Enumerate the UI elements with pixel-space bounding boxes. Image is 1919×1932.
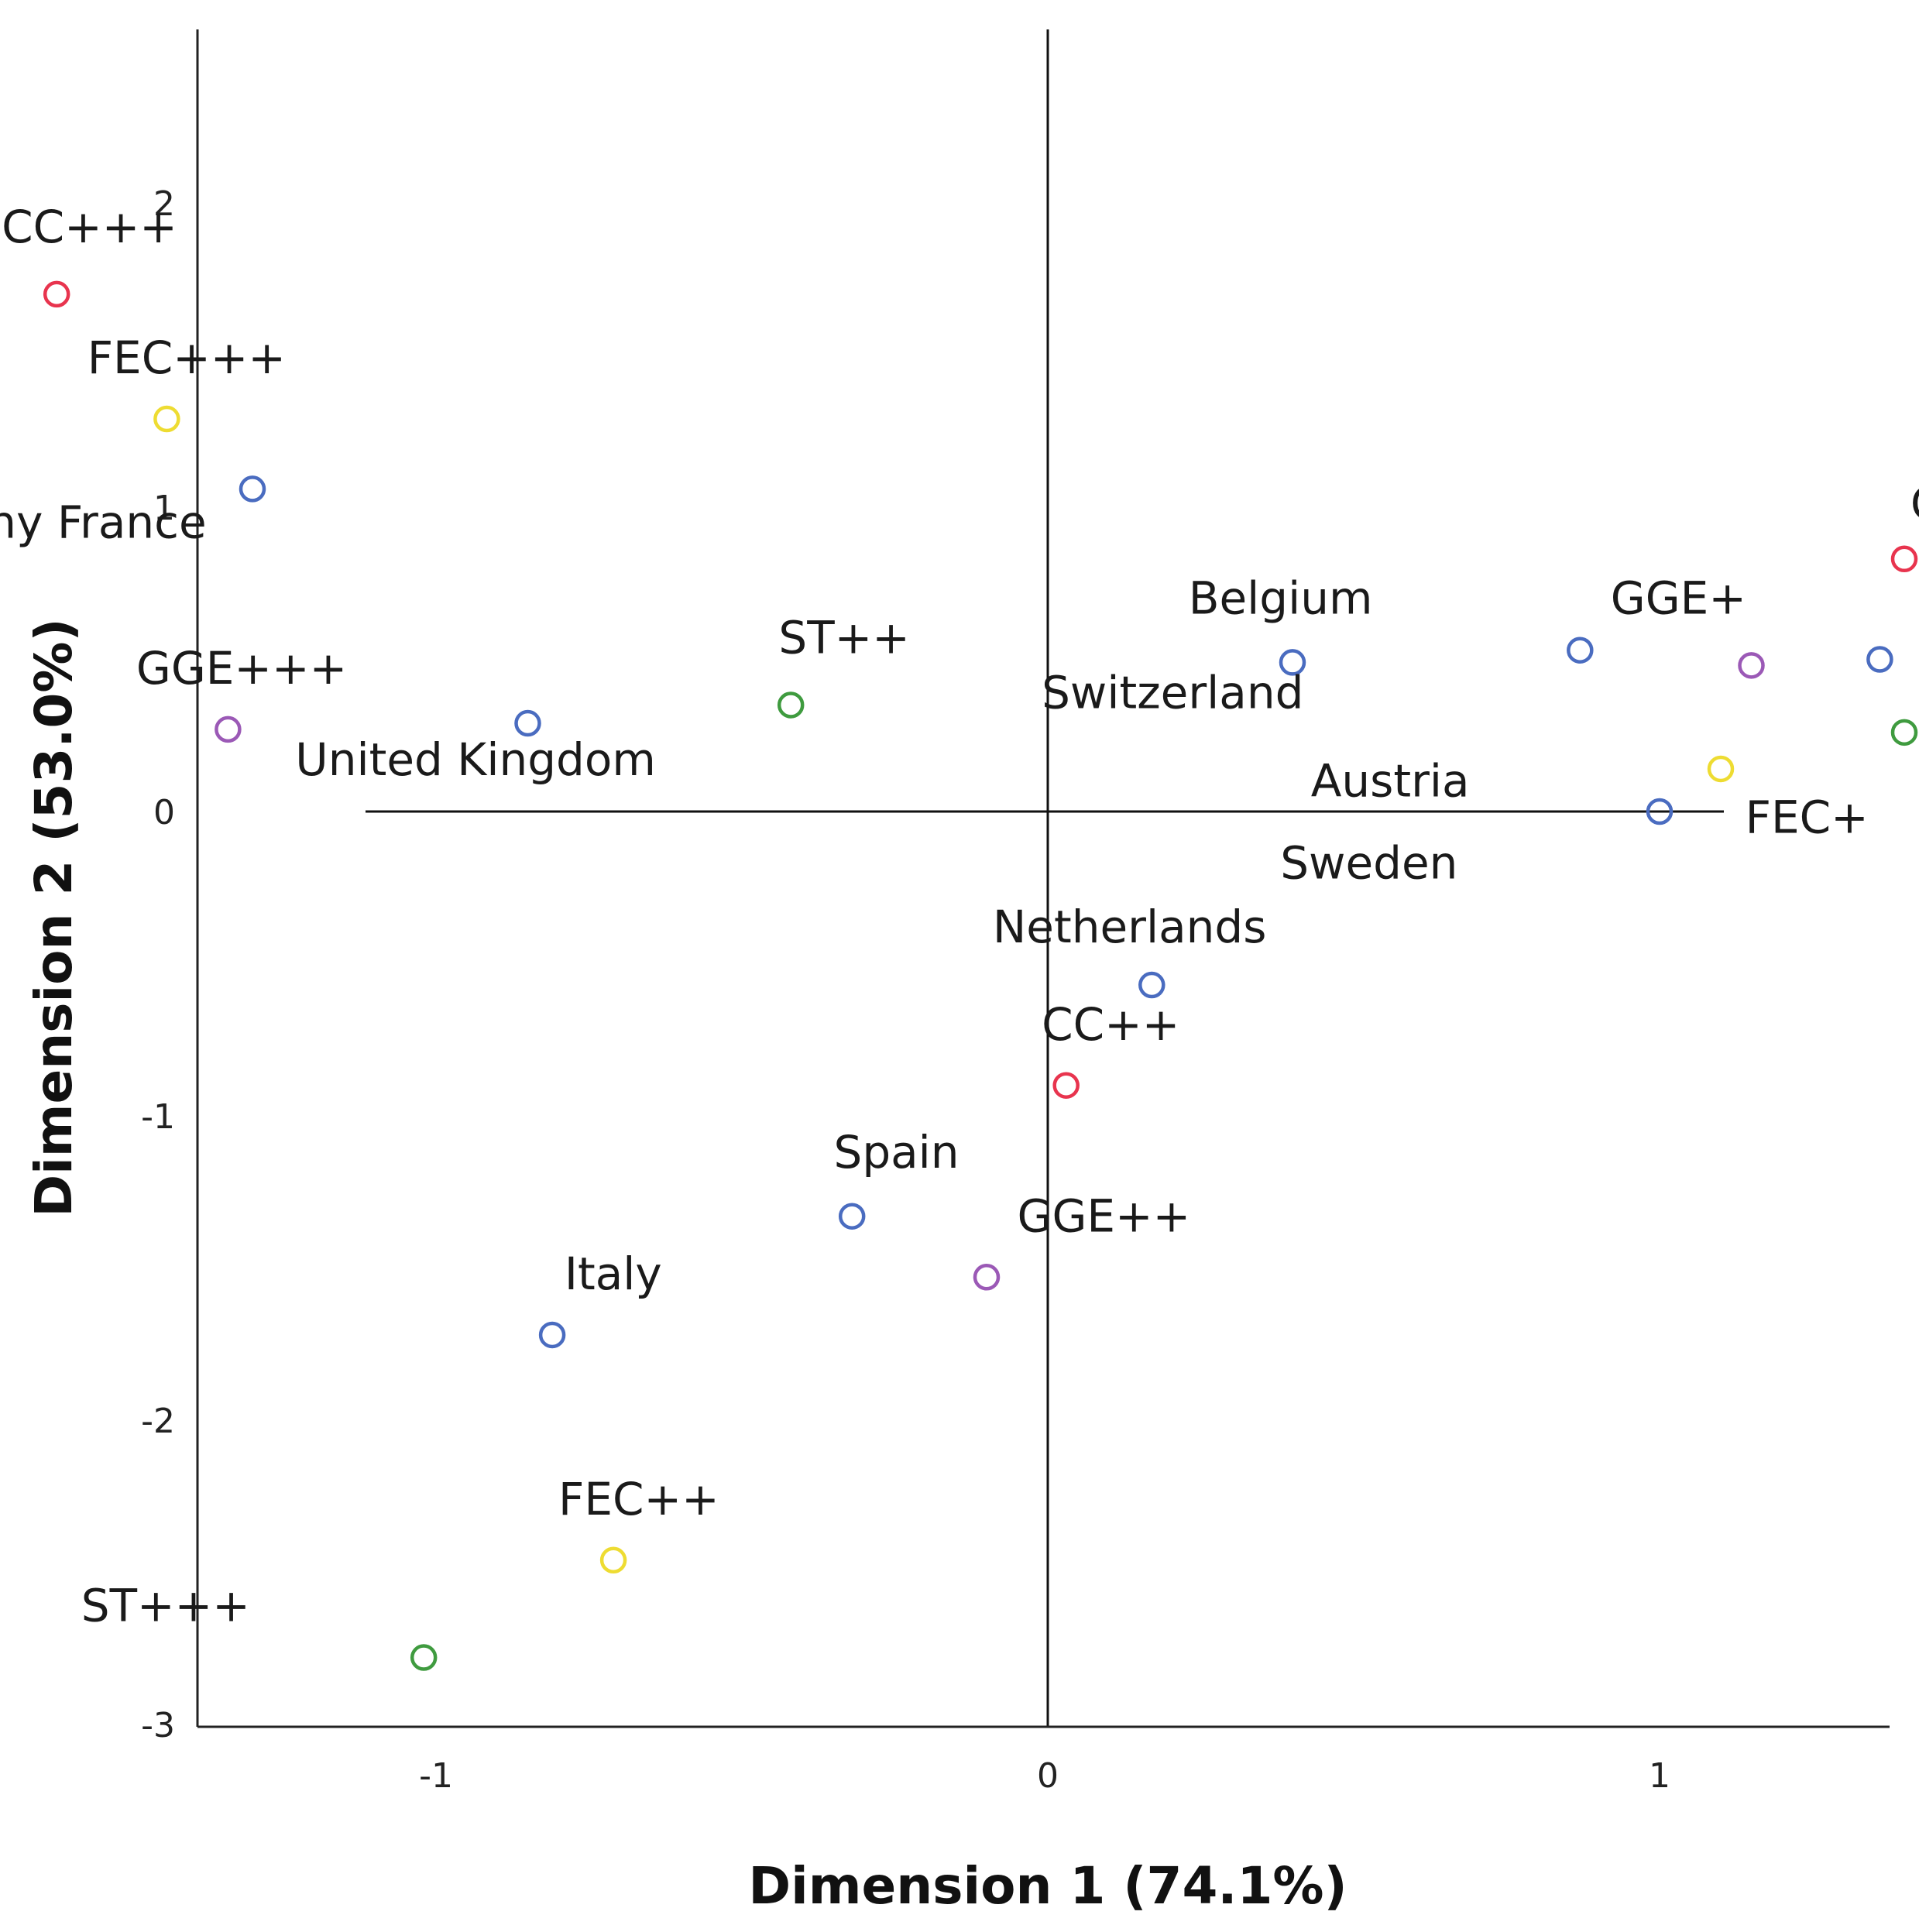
- point-labels: CC+++ FEC+++ Germany France GGE+++ United Ki…: [0, 201, 1919, 1632]
- point-label: CC++: [1042, 998, 1179, 1051]
- point-marker-fec: [599, 1546, 627, 1574]
- point-marker-gge: [215, 715, 242, 743]
- point-marker-cc: [43, 280, 70, 308]
- point-label: Italy: [565, 1247, 662, 1300]
- point-label: Austria: [1311, 754, 1470, 807]
- point-marker-country: [239, 475, 266, 503]
- point-marker-gge: [1738, 652, 1765, 679]
- point-marker-st: [1890, 719, 1918, 746]
- point-label: FEC++: [558, 1473, 719, 1525]
- x-tick-label: 0: [1037, 1756, 1059, 1796]
- point-label: CC+: [1910, 478, 1919, 530]
- x-tick-label: 1: [1649, 1756, 1670, 1796]
- point-label: GGE++: [1018, 1189, 1191, 1242]
- point-label: Spain: [834, 1126, 960, 1179]
- data-points: [43, 280, 1918, 1671]
- y-axis-ticks: 2 1 0 -1 -2 -3: [141, 184, 175, 1745]
- point-marker-country: [1567, 637, 1594, 664]
- point-label: Denmark: [1917, 572, 1919, 625]
- point-marker-country: [1279, 649, 1306, 676]
- x-tick-label: -1: [419, 1756, 453, 1796]
- point-marker-cc: [1052, 1072, 1080, 1099]
- point-marker-country: [538, 1321, 566, 1349]
- point-label: GGE+: [1611, 572, 1746, 625]
- y-tick-label: -3: [141, 1706, 175, 1745]
- point-marker-fec: [153, 405, 180, 433]
- point-marker-country: [1646, 798, 1674, 825]
- point-marker-country: [1138, 971, 1165, 999]
- point-marker-gge: [973, 1264, 1001, 1291]
- point-label: ST++: [778, 612, 909, 664]
- point-label: Netherlands: [993, 901, 1267, 953]
- point-label: United Kingdom: [295, 733, 656, 786]
- y-tick-label: 1: [153, 489, 175, 528]
- point-label: FEC+++: [88, 331, 286, 384]
- point-marker-fec: [1707, 755, 1735, 783]
- point-label: ST+++: [81, 1579, 250, 1632]
- y-tick-label: 0: [153, 793, 175, 832]
- reference-lines: [366, 29, 1724, 1727]
- point-marker-country: [1866, 646, 1893, 673]
- point-label: Germany France: [0, 496, 207, 548]
- point-label: GGE+++: [136, 642, 347, 695]
- point-label: CC+++: [2, 201, 177, 253]
- point-marker-st: [777, 691, 805, 719]
- point-label: FEC+: [1746, 791, 1869, 844]
- point-marker-st: [410, 1644, 438, 1671]
- point-label: Switzerland: [1042, 666, 1303, 719]
- point-label: Belgium: [1189, 572, 1373, 625]
- point-label: Sweden: [1280, 836, 1457, 889]
- x-axis-title: Dimension 1 (74.1%): [748, 1856, 1347, 1916]
- y-tick-label: 2: [153, 184, 175, 224]
- point-marker-cc: [1890, 545, 1918, 573]
- y-tick-label: -1: [141, 1097, 175, 1137]
- y-tick-label: -2: [141, 1402, 175, 1441]
- y-axis-title: Dimension 2 (53.0%): [24, 618, 84, 1217]
- point-marker-country: [838, 1203, 866, 1230]
- axes: [196, 29, 1890, 1728]
- point-marker-country: [514, 709, 541, 737]
